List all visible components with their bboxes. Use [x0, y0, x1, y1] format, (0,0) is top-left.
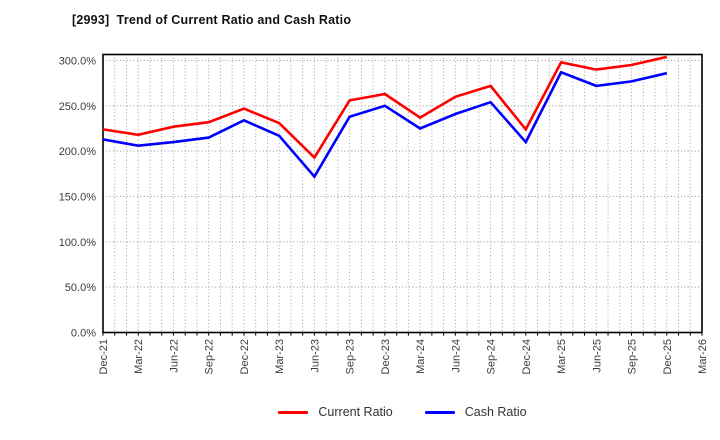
x-tick-labels: Dec-21 Mar-22 Jun-22 Sep-22 Dec-22 Mar-23 Jun-… — [98, 339, 709, 374]
x-tick-label: Mar-23 — [274, 339, 286, 374]
x-tick-label: Mar-24 — [415, 339, 427, 374]
y-tick-label: 100.0% — [59, 237, 97, 249]
plot-border — [102, 53, 703, 334]
x-tick-label: Dec-21 — [98, 339, 110, 374]
x-tick-label: Jun-24 — [450, 339, 462, 373]
y-tick-label: 0.0% — [71, 328, 96, 340]
cash-ratio-legend-label: Cash Ratio — [464, 405, 527, 419]
y-tick-labels: 0.0% 50.0% 100.0% 150.0% 200.0% 250.0% 300.0% — [59, 56, 97, 340]
legend-item-current-ratio: Current Ratio — [278, 405, 393, 419]
cash-ratio-line-swatch — [424, 410, 455, 414]
x-tick-label: Dec-22 — [239, 339, 251, 374]
x-gridlines — [114, 54, 691, 333]
x-tick-label: Jun-22 — [168, 339, 180, 373]
y-gridlines — [103, 60, 702, 288]
legend: Current Ratio Cash Ratio — [103, 405, 702, 419]
cash-ratio-line — [102, 70, 668, 179]
x-tick-label: Mar-26 — [697, 339, 709, 374]
x-axis-ticks — [102, 332, 703, 336]
legend-item-cash-ratio: Cash Ratio — [424, 405, 527, 419]
y-tick-label: 250.0% — [59, 101, 97, 113]
x-tick-label: Mar-22 — [133, 339, 145, 374]
x-tick-label: Sep-22 — [204, 339, 216, 374]
x-tick-label: Sep-24 — [486, 339, 498, 374]
x-tick-label: Jun-25 — [591, 339, 603, 373]
y-tick-label: 300.0% — [59, 56, 97, 68]
y-tick-label: 150.0% — [59, 192, 97, 204]
current-ratio-legend-label: Current Ratio — [318, 405, 393, 419]
x-tick-label: Dec-23 — [380, 339, 392, 374]
current-ratio-line-swatch — [278, 410, 309, 414]
series-current-ratio — [102, 55, 668, 160]
x-tick-label: Mar-25 — [556, 339, 568, 374]
x-tick-label: Sep-23 — [345, 339, 357, 374]
y-tick-label: 200.0% — [59, 146, 97, 158]
x-tick-label: Dec-24 — [521, 339, 533, 374]
x-tick-label: Dec-25 — [662, 339, 674, 374]
chart-title: [2993] Trend of Current Ratio and Cash R… — [72, 13, 352, 27]
current-ratio-line — [102, 55, 668, 160]
y-tick-label: 50.0% — [65, 282, 96, 294]
x-tick-label: Jun-23 — [309, 339, 321, 373]
x-tick-label: Sep-25 — [627, 339, 639, 374]
series-cash-ratio — [102, 70, 668, 179]
